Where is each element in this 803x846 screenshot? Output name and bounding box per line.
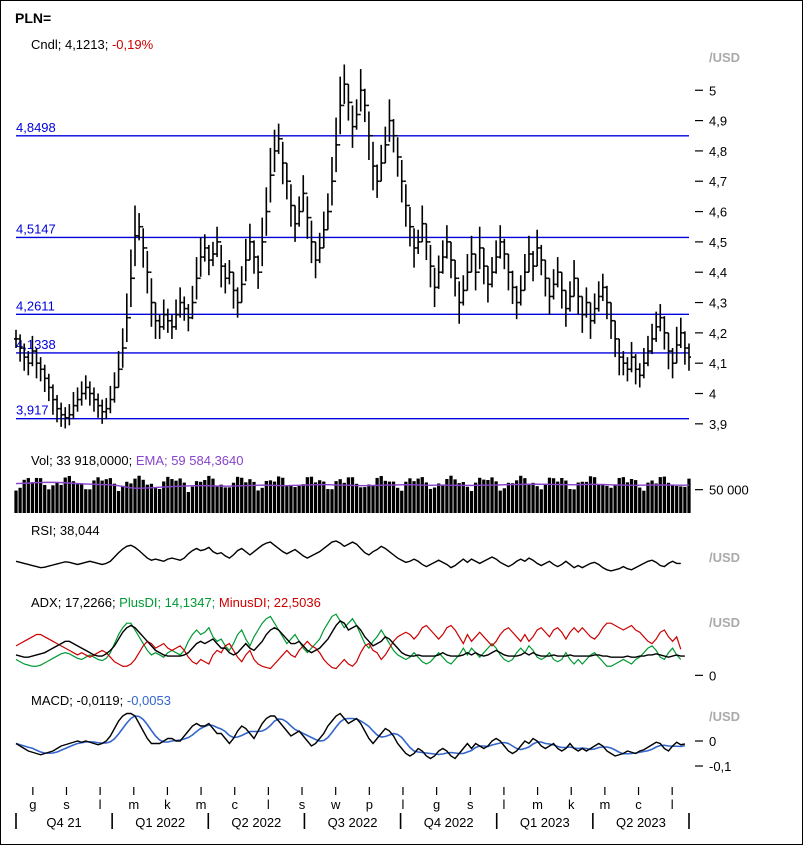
- month-tick: c: [231, 797, 238, 812]
- svg-text:-0,1: -0,1: [709, 759, 731, 774]
- month-tick: m: [599, 797, 610, 812]
- month-tick: w: [330, 797, 341, 812]
- price-ytick: 4,1: [709, 356, 727, 371]
- month-tick: p: [366, 797, 373, 812]
- price-ytick: 3,9: [709, 417, 727, 432]
- quarter-label: Q3 2022: [328, 815, 378, 830]
- price-ytick: 4,4: [709, 265, 727, 280]
- rsi-line: [16, 541, 681, 571]
- adx-unit: /USD: [709, 615, 740, 630]
- month-tick: l: [402, 797, 405, 812]
- month-tick: l: [671, 797, 674, 812]
- macd-header: MACD; -0,0119; -0,0053: [31, 693, 171, 708]
- month-tick: k: [568, 797, 575, 812]
- month-tick: l: [267, 797, 270, 812]
- price-ytick: 4,8: [709, 144, 727, 159]
- quarter-label: Q4 2022: [424, 815, 474, 830]
- month-tick: s: [299, 797, 306, 812]
- volume-header: Vol; 33 918,0000; EMA; 59 584,3640: [31, 453, 244, 468]
- month-tick: s: [467, 797, 474, 812]
- fib-label: 4,8498: [16, 120, 56, 135]
- price-ytick: 4,5: [709, 235, 727, 250]
- svg-text:Cndl; 4,1213; -0,19%: Cndl; 4,1213; -0,19%: [31, 37, 154, 52]
- month-tick: m: [196, 797, 207, 812]
- month-tick: c: [635, 797, 642, 812]
- month-tick: g: [433, 797, 440, 812]
- price-ytick: 4: [709, 387, 716, 402]
- fib-label: 4,2611: [16, 298, 55, 313]
- cndl-header: Cndl; 4,1213; -0,19%: [31, 37, 154, 52]
- rsi-header: RSI; 38,044: [31, 523, 100, 538]
- price-ytick: 4,9: [709, 114, 727, 129]
- price-ytick: 5: [709, 83, 716, 98]
- quarter-label: Q2 2023: [616, 815, 666, 830]
- month-tick: s: [63, 797, 70, 812]
- month-tick: l: [99, 797, 102, 812]
- svg-text:0: 0: [709, 668, 716, 683]
- price-ytick: 4,6: [709, 205, 727, 220]
- quarter-label: Q1 2023: [520, 815, 570, 830]
- price-series: [14, 64, 691, 428]
- month-tick: g: [29, 797, 36, 812]
- price-unit: /USD: [709, 50, 740, 65]
- rsi-unit: /USD: [709, 550, 740, 565]
- symbol-title: PLN=: [15, 10, 51, 26]
- month-tick: l: [502, 797, 505, 812]
- price-ytick: 4,7: [709, 174, 727, 189]
- macd-unit: /USD: [709, 709, 740, 724]
- quarter-label: Q2 2022: [231, 815, 281, 830]
- month-tick: m: [128, 797, 139, 812]
- svg-text:0: 0: [709, 734, 716, 749]
- price-ytick: 4,2: [709, 326, 727, 341]
- volume-ytick: 50 000: [709, 483, 749, 498]
- fib-label: 4,5147: [16, 221, 56, 236]
- month-tick: k: [164, 797, 171, 812]
- month-tick: m: [532, 797, 543, 812]
- chart-container: PLN= Cndl; 4,1213; -0,19% 3,9 4 4,1 4,2 4,3 4,4…: [0, 0, 803, 845]
- volume-bars: [14, 476, 690, 513]
- price-ytick: 4,3: [709, 296, 727, 311]
- fib-label: 3,917: [16, 403, 49, 418]
- plusdi-line: [16, 614, 681, 666]
- quarter-label: Q4 21: [46, 815, 81, 830]
- quarter-label: Q1 2022: [135, 815, 185, 830]
- adx-header: ADX; 17,2266; PlusDI; 14,1347; MinusDI; …: [31, 595, 321, 610]
